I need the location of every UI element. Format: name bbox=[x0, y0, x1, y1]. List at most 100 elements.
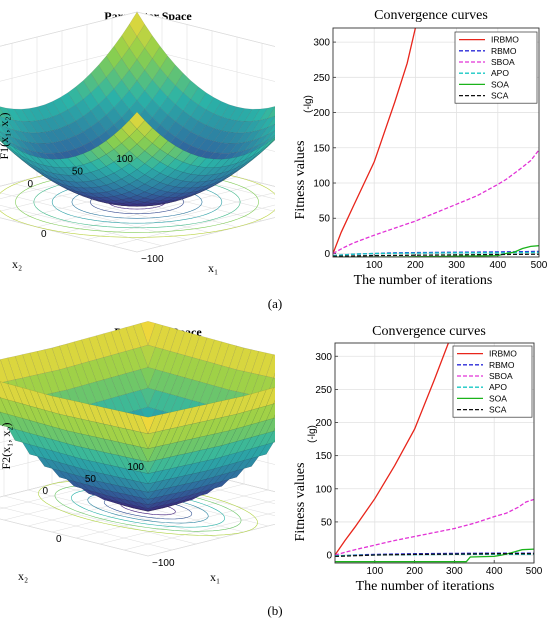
surface-patch bbox=[267, 130, 275, 141]
x1-axis-label: x₁ bbox=[208, 261, 218, 275]
x-tick-label: 500 bbox=[526, 566, 543, 577]
y-tick-label: 100 bbox=[315, 484, 332, 495]
y-tick-label: 0 bbox=[324, 249, 330, 260]
legend-entry: IRBMO bbox=[489, 349, 517, 359]
x1-tick-label: 0 bbox=[41, 229, 47, 240]
panel-label-a: (a) bbox=[267, 296, 283, 311]
wall-gridline bbox=[136, 11, 275, 47]
x-tick-label: 500 bbox=[531, 260, 548, 271]
y-tick-label: 200 bbox=[315, 418, 332, 429]
panel-label-b: (b) bbox=[267, 603, 283, 618]
surface-patch bbox=[273, 414, 275, 419]
surface-patch bbox=[140, 415, 156, 435]
series-line-irbmo bbox=[333, 28, 417, 254]
legend-entry: SBOA bbox=[491, 57, 515, 67]
x-tick-label: 100 bbox=[366, 566, 383, 577]
x1-tick-label: −100 bbox=[152, 558, 175, 569]
series-line-soa bbox=[335, 548, 534, 563]
surface-patch bbox=[267, 139, 275, 147]
series-line-sboa bbox=[335, 498, 534, 556]
floor-gridline bbox=[86, 192, 275, 240]
z-axis-label: F1(x₁, x₂) bbox=[0, 112, 11, 159]
x-tick-label: 400 bbox=[489, 260, 506, 271]
x2-tick-label: 100 bbox=[116, 154, 133, 165]
floor-gridline bbox=[0, 506, 173, 551]
surface-patch bbox=[0, 138, 7, 146]
legend-entry: RBMO bbox=[489, 360, 515, 370]
floor-gridline bbox=[11, 183, 213, 234]
y-axis-label: Fitness values bbox=[293, 463, 308, 542]
surface-patch bbox=[129, 111, 145, 130]
legend-entry: APO bbox=[491, 68, 509, 78]
x-tick-label: 200 bbox=[406, 566, 423, 577]
floor-gridline bbox=[0, 518, 149, 557]
y-tick-label: 150 bbox=[315, 451, 332, 462]
surface-patch bbox=[273, 373, 275, 379]
z-axis-label: F2(x₁, x₂) bbox=[0, 422, 13, 469]
y-tick-label: 50 bbox=[319, 214, 331, 225]
surface-patch bbox=[273, 399, 275, 405]
x2-tick-label: 0 bbox=[42, 486, 48, 497]
x2-tick-label: 50 bbox=[72, 167, 84, 178]
floor-gridline bbox=[123, 511, 275, 551]
legend-entry: IRBMO bbox=[491, 35, 519, 45]
surface-patch bbox=[0, 117, 7, 128]
surface-patch bbox=[0, 131, 7, 141]
y-tick-label: 250 bbox=[313, 73, 330, 84]
x2-axis-label: x₂ bbox=[18, 569, 28, 583]
x2-tick-label: 0 bbox=[27, 179, 33, 190]
surface-patch bbox=[267, 106, 275, 119]
x-tick-label: 400 bbox=[486, 566, 503, 577]
floor-contour bbox=[70, 488, 226, 528]
series-line-sboa bbox=[333, 149, 539, 255]
floor-gridline bbox=[61, 183, 263, 234]
surface-patch bbox=[0, 108, 7, 119]
floor-contour bbox=[38, 480, 258, 536]
y-tick-label: 150 bbox=[313, 143, 330, 154]
x-tick-label: 200 bbox=[407, 260, 424, 271]
plot-frame bbox=[332, 27, 540, 258]
legend-entry: SOA bbox=[491, 79, 509, 89]
legend-entry: SCA bbox=[491, 91, 509, 101]
wall-gridline bbox=[136, 46, 275, 82]
x1-axis-label: x₁ bbox=[210, 570, 220, 584]
series-line-apo bbox=[333, 251, 539, 257]
surface-patch bbox=[273, 439, 275, 443]
series-line-sca bbox=[335, 553, 534, 558]
surface-plot-b: Parameter Space 020004000600080001000010… bbox=[0, 321, 275, 584]
floor-gridline bbox=[27, 489, 221, 539]
floor-contour bbox=[54, 484, 242, 532]
floor-gridline bbox=[99, 499, 275, 545]
y-tick-label: 200 bbox=[313, 108, 330, 119]
y-axis-unit: (-lg) bbox=[307, 425, 318, 443]
y-tick-label: 250 bbox=[315, 385, 332, 396]
y-tick-label: 100 bbox=[313, 179, 330, 190]
surface-plot-a: Parameter Space ×10⁴ 00.511.52100500−50−… bbox=[0, 9, 275, 275]
y-tick-label: 300 bbox=[315, 352, 332, 363]
x1-tick-label: −100 bbox=[141, 254, 164, 265]
legend-entry: APO bbox=[489, 382, 507, 392]
convergence-plot-b: Convergence curves 100 200 300 400 500 0 50 100… bbox=[293, 324, 543, 594]
surface-patch bbox=[267, 124, 275, 135]
floor-gridline bbox=[0, 192, 188, 240]
floor-gridline bbox=[3, 495, 197, 545]
x-tick-label: 300 bbox=[448, 260, 465, 271]
plot-frame bbox=[334, 342, 535, 564]
wall-gridline bbox=[0, 11, 138, 47]
legend-entry: SOA bbox=[489, 393, 507, 403]
y-axis-label: Fitness values bbox=[293, 141, 308, 220]
x-axis-label: The number of iterations bbox=[354, 273, 493, 288]
wall-gridline bbox=[0, 46, 138, 82]
convergence-title: Convergence curves bbox=[374, 8, 488, 23]
x-tick-label: 300 bbox=[446, 566, 463, 577]
legend-entry: RBMO bbox=[491, 46, 517, 56]
x2-tick-label: 100 bbox=[127, 462, 144, 473]
series-line-sca bbox=[333, 253, 539, 257]
convergence-plot-a: Convergence curves 100 200 300 400 500 0 50 100… bbox=[293, 8, 548, 288]
legend-entry: SCA bbox=[489, 405, 507, 415]
surface-patch bbox=[0, 125, 7, 135]
surface-patch bbox=[267, 137, 275, 146]
surface-patch bbox=[267, 116, 275, 128]
